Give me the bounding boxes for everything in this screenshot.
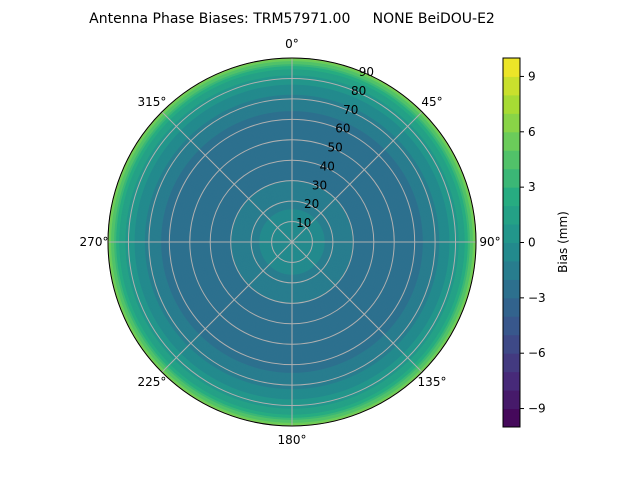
colorbar-band — [503, 408, 520, 428]
radial-tick-label: 40 — [320, 159, 335, 173]
colorbar-band — [503, 353, 520, 373]
angular-tick-label: 0° — [285, 37, 299, 51]
angular-tick-label: 225° — [138, 375, 167, 389]
angular-tick-label: 315° — [138, 95, 167, 109]
angular-tick-label: 270° — [80, 235, 109, 249]
radial-tick-label: 90 — [359, 65, 374, 79]
polar-grid — [107, 57, 477, 427]
radial-tick-label: 70 — [343, 103, 358, 117]
colorbar-tick-label: −9 — [528, 402, 546, 416]
colorbar-band — [503, 94, 520, 114]
colorbar-band — [503, 205, 520, 225]
radial-tick-label: 60 — [335, 122, 350, 136]
angular-tick-label: 45° — [421, 95, 442, 109]
colorbar-band — [503, 316, 520, 336]
colorbar: −9 −6 −3 0 3 6 9 — [502, 57, 546, 428]
colorbar-band — [503, 168, 520, 188]
colorbar-band — [503, 58, 520, 77]
radial-tick-label: 30 — [312, 178, 327, 192]
colorbar-band — [503, 334, 520, 354]
angular-gridline — [291, 241, 423, 373]
colorbar-band — [503, 297, 520, 317]
angular-gridline — [291, 111, 423, 243]
angular-gridline — [161, 111, 293, 243]
colorbar-band — [503, 76, 520, 96]
polar-frame — [107, 57, 477, 427]
colorbar-band — [503, 279, 520, 299]
colorbar-tick-label: −6 — [528, 346, 546, 360]
colorbar-label: Bias (mm) — [556, 211, 570, 273]
colorbar-band — [503, 113, 520, 133]
colorbar-band — [503, 390, 520, 410]
colorbar-band — [503, 224, 520, 243]
colorbar-band — [503, 187, 520, 207]
colorbar-band — [503, 260, 520, 280]
radial-tick-label: 50 — [327, 141, 342, 155]
colorbar-band — [503, 242, 520, 262]
radial-tick-label: 20 — [304, 197, 319, 211]
colorbar-band — [503, 371, 520, 391]
angular-tick-label: 135° — [418, 375, 447, 389]
colorbar-tick-label: 6 — [528, 125, 536, 139]
colorbar-tick-label: 0 — [528, 236, 536, 250]
radial-tick-label: 10 — [296, 216, 311, 230]
chart-title: Antenna Phase Biases: TRM57971.00 NONE B… — [89, 11, 495, 27]
angular-tick-label: 180° — [278, 433, 307, 447]
colorbar-tick-label: 9 — [528, 69, 536, 83]
colorbar-band — [503, 131, 520, 151]
radial-tick-label: 80 — [351, 84, 366, 98]
colorbar-tick-label: −3 — [528, 291, 546, 305]
colorbar-band — [503, 150, 520, 170]
angular-tick-label: 90° — [479, 235, 500, 249]
colorbar-tick-label: 3 — [528, 180, 536, 194]
angular-gridline — [161, 241, 293, 373]
